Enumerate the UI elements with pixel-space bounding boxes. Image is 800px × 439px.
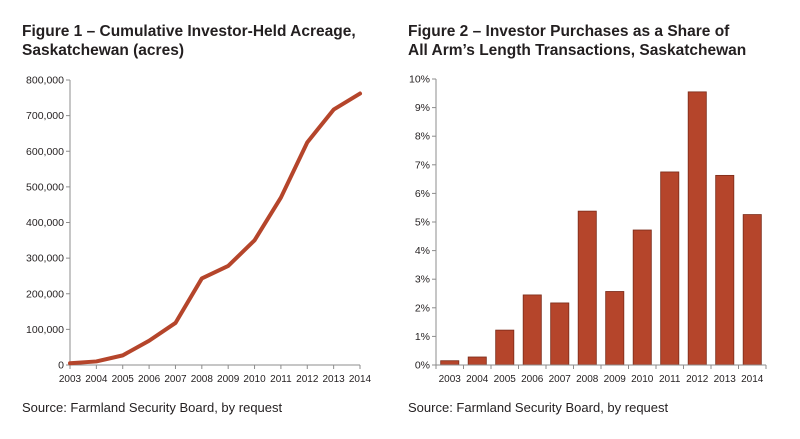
x-tick-label: 2011	[659, 374, 681, 385]
y-tick-label: 8%	[415, 131, 430, 143]
x-tick-label: 2008	[576, 374, 599, 385]
figure-1-source: Source: Farmland Security Board, by requ…	[22, 400, 283, 415]
x-tick-label: 2003	[439, 374, 462, 385]
x-tick-label: 2011	[270, 374, 292, 385]
y-tick-label: 300,000	[26, 253, 64, 265]
y-tick-label: 10%	[409, 74, 430, 86]
y-tick-label: 4%	[415, 245, 430, 257]
figure-1-panel: Figure 1 – Cumulative Investor-Held Acre…	[22, 22, 372, 415]
x-tick-label: 2013	[714, 374, 737, 385]
x-tick-label: 2006	[521, 374, 544, 385]
bar	[440, 360, 460, 366]
x-tick-label: 2003	[59, 374, 82, 385]
figure-1-title: Figure 1 – Cumulative Investor-Held Acre…	[22, 22, 356, 60]
y-tick-label: 6%	[415, 188, 430, 200]
bar-chart: 0% 1% 2% 3% 4% 5% 6% 7% 8% 9% 10% 2003 2004 2005 2006 2…	[409, 74, 767, 385]
figure-2-title-line1: Figure 2 – Investor Purchases as a Share…	[408, 23, 730, 40]
y-tick-label: 0%	[415, 360, 430, 372]
x-tick-label: 2012	[686, 374, 709, 385]
y-tick-label: 7%	[415, 159, 430, 171]
x-tick-label: 2010	[631, 374, 654, 385]
y-tick-label: 1%	[415, 331, 430, 343]
x-tick-label: 2014	[741, 374, 764, 385]
y-tick-label: 800,000	[26, 75, 64, 87]
x-tick-label: 2009	[604, 374, 627, 385]
figure-1-title-line2: Saskatchewan (acres)	[22, 42, 184, 59]
x-tick-label: 2005	[112, 374, 135, 385]
x-tick-label: 2014	[349, 374, 372, 385]
y-tick-label: 600,000	[26, 146, 64, 158]
bar	[550, 302, 570, 366]
x-tick-label: 2007	[164, 374, 187, 385]
bar	[660, 171, 680, 366]
bar	[687, 91, 707, 366]
figure-2-panel: Figure 2 – Investor Purchases as a Share…	[400, 0, 800, 439]
x-tick-label: 2006	[138, 374, 161, 385]
x-tick-label: 2007	[549, 374, 572, 385]
bar	[467, 356, 487, 366]
figure-2-title-line2: All Arm’s Length Transactions, Saskatche…	[408, 42, 747, 59]
bar	[632, 229, 652, 366]
y-tick-label: 9%	[415, 102, 430, 114]
figure-2-source: Source: Farmland Security Board, by requ…	[408, 400, 669, 415]
x-tick-label: 2013	[323, 374, 346, 385]
bar	[742, 214, 762, 366]
x-tick-label: 2009	[217, 374, 240, 385]
y-tick-label: 0	[58, 360, 64, 372]
bar	[715, 174, 735, 366]
figure-1-title-line1: Figure 1 – Cumulative Investor-Held Acre…	[22, 23, 356, 40]
y-tick-label: 200,000	[26, 288, 64, 300]
line-chart: 0 100,000 200,000 300,000 400,000 500,000 600,…	[26, 75, 372, 386]
x-tick-label: 2005	[494, 374, 517, 385]
figure-2-title: Figure 2 – Investor Purchases as a Share…	[408, 22, 746, 60]
bar	[495, 329, 515, 366]
acreage-series-line	[68, 91, 362, 366]
x-tick-label: 2004	[85, 374, 108, 385]
bar	[577, 210, 597, 366]
x-tick-label: 2004	[466, 374, 489, 385]
bar	[522, 294, 542, 366]
x-tick-label: 2008	[191, 374, 214, 385]
y-tick-label: 700,000	[26, 110, 64, 122]
y-tick-label: 2%	[415, 302, 430, 314]
y-tick-label: 5%	[415, 217, 430, 229]
x-tick-label: 2010	[243, 374, 266, 385]
x-tick-label: 2012	[296, 374, 319, 385]
y-tick-label: 400,000	[26, 217, 64, 229]
y-tick-label: 500,000	[26, 181, 64, 193]
y-tick-label: 100,000	[26, 324, 64, 336]
bar	[605, 291, 625, 366]
y-tick-label: 3%	[415, 274, 430, 286]
